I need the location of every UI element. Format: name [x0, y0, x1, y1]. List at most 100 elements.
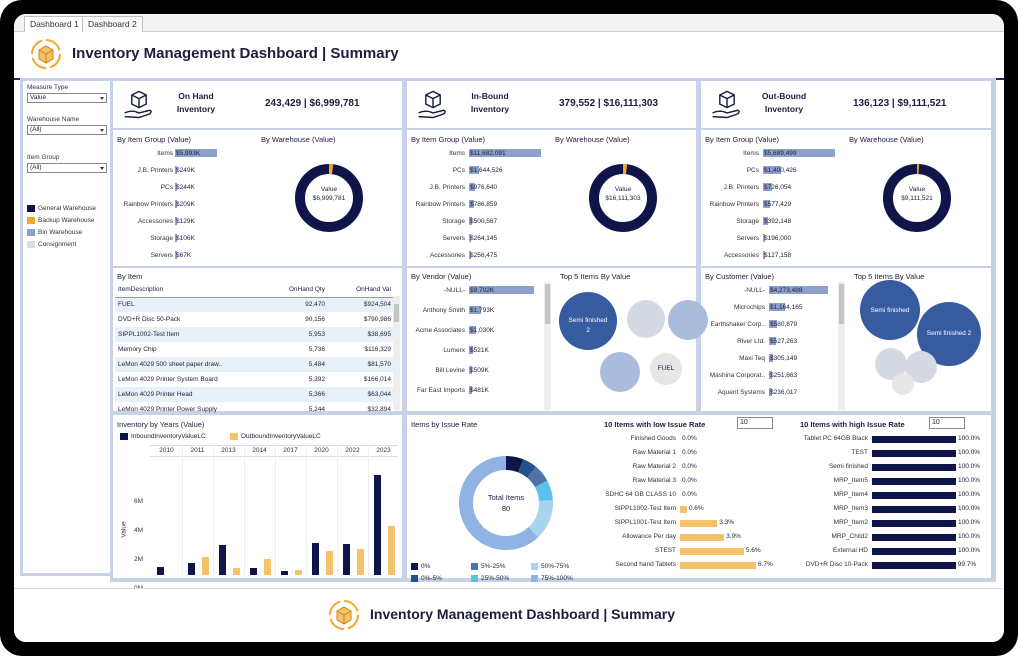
kpi-value: 243,429 | $6,999,781 [265, 98, 360, 109]
donut-accent [883, 164, 951, 232]
item-group-bar [469, 183, 475, 191]
kpi-label: In-Bound [471, 91, 509, 101]
donut-label: Value [908, 186, 926, 193]
item-group-value: $67K [176, 252, 192, 259]
low-issue-count-input[interactable]: 10 [737, 417, 773, 429]
item-group-value: $976,640 [470, 184, 498, 191]
item-group-value: $209K [176, 201, 195, 208]
item-group-bar [763, 166, 781, 174]
item-group-label: PCs [452, 167, 465, 174]
dashboard-screen: Dashboard 1 Dashboard 2 Inventory Manage… [14, 14, 1004, 642]
outbound-year-bar [326, 550, 333, 575]
table-cell: LeMon 4029 Printer System Board [118, 376, 218, 383]
vendor-scroll-thumb[interactable] [545, 284, 550, 324]
item-group-label: Items [743, 150, 759, 157]
legend-item: Bin Warehouse [27, 229, 82, 238]
kpi-divider [113, 128, 402, 130]
customer-scrollbar[interactable] [838, 282, 845, 410]
kpi-label: Inventory [470, 104, 510, 114]
kpi-label: On Hand [178, 91, 214, 101]
issue-legend-label: 75%-100% [541, 575, 573, 582]
table-header[interactable]: OnHand Val [327, 282, 394, 298]
item-group-value: $11,682,091 [470, 150, 506, 157]
customer-value: $236,017 [770, 389, 798, 396]
high-issue-value: 100.0% [958, 547, 981, 554]
title-row: Inventory Management Dashboard | Summary [14, 32, 1004, 80]
high-issue-value: 100.0% [958, 463, 981, 470]
kpi-label: Inventory [764, 104, 804, 114]
years-legend-label: InboundInventoryValueLC [131, 433, 206, 440]
outbound-box-icon [712, 90, 740, 119]
vendor-label: Bill Levine [435, 367, 465, 374]
tab-dashboard-1[interactable]: Dashboard 1 [24, 16, 85, 32]
item-group-label: Storage [736, 218, 759, 225]
issue-legend-label: 25%-50% [481, 575, 510, 582]
low-issue-label: Raw Material 1 [632, 449, 676, 456]
table-row[interactable]: DVD+R Disc 50-Pack 90,156 $790,986 [115, 312, 394, 327]
item-group-bar [175, 200, 177, 208]
item-group-bar [175, 183, 177, 191]
inbound-panel [407, 81, 696, 266]
table-row[interactable]: LeMon 4029 500 sheet paper draw.. 5,484 $8… [115, 357, 394, 372]
footer-title: Inventory Management Dashboard | Summary [370, 606, 675, 622]
item-group-value: $106K [176, 235, 195, 242]
donut-label: Value [320, 186, 338, 193]
top5-title: Top 5 Items By Value [560, 272, 631, 281]
high-issue-label: MRP_Item3 [833, 505, 868, 512]
high-issue-count-input[interactable]: 10 [929, 417, 965, 429]
item-group-label: Rainbow Printers [415, 201, 466, 208]
table-cell: $116,329 [364, 346, 391, 353]
year-gridline [306, 445, 307, 576]
table-scrollbar[interactable] [393, 296, 400, 410]
item-group-bar [175, 149, 217, 157]
year-label: 2017 [283, 447, 298, 454]
top5-bubble [600, 352, 640, 392]
low-issue-value: 0.6% [688, 505, 704, 512]
table-row[interactable]: Memory Chip 5,736 $116,329 [115, 342, 394, 357]
vendor-scrollbar[interactable] [544, 282, 551, 410]
table-row[interactable]: FUEL 92,470 $924,504 [115, 297, 394, 312]
issue-legend-swatch [471, 563, 478, 570]
customer-bar [769, 371, 773, 379]
high-issue-value: 100.0% [958, 449, 981, 456]
low-issue-value: 0.0% [682, 491, 697, 498]
item-group-select[interactable]: (All) [27, 163, 107, 173]
top5-title: Top 5 Items By Value [854, 272, 925, 281]
high-issue-bar [872, 506, 956, 513]
table-row[interactable]: LeMon 4029 Printer Head 5,366 $63,044 [115, 387, 394, 402]
outbound-year-bar [295, 569, 302, 575]
year-label: 2013 [221, 447, 236, 454]
y-tick-label: 6M [134, 498, 144, 505]
issue-rate-donut [459, 456, 553, 550]
year-gridline [368, 445, 369, 576]
legend-item: Consignment [27, 241, 76, 250]
customer-value: $4,273,488 [770, 287, 803, 294]
table-cell: FUEL [115, 297, 260, 312]
customer-scroll-thumb[interactable] [839, 284, 844, 324]
table-header[interactable]: OnHand Qty [260, 282, 328, 298]
legend-swatch [27, 205, 35, 212]
table-header[interactable]: ItemDescription [115, 282, 260, 298]
table-row[interactable]: LeMon 4029 Printer Power Supply 5,244 $32,… [115, 402, 394, 417]
customer-bar [769, 337, 777, 345]
tab-dashboard-2[interactable]: Dashboard 2 [82, 16, 143, 32]
table-row[interactable]: SIPPL1002-Test Item 5,953 $38,695 [115, 327, 394, 342]
box-logo-icon [329, 600, 359, 630]
table-row[interactable]: LeMon 4029 Printer System Board 5,392 $166… [115, 372, 394, 387]
issue-legend-swatch [531, 563, 538, 570]
issue-rate-title: Items by Issue Rate [411, 420, 478, 429]
customer-bar [769, 303, 785, 311]
high-issue-bar [872, 464, 956, 471]
measure-type-select[interactable]: Value [27, 93, 107, 103]
item-group-value: $256,475 [470, 252, 498, 259]
outbound-year-bar [264, 558, 271, 575]
low-issue-value: 0.0% [682, 463, 697, 470]
legend-label: Backup Warehouse [38, 217, 95, 225]
item-group-label: Accessories [429, 252, 465, 259]
item-group-label: Accessories [723, 252, 759, 259]
by-item-group-title: By Item Group (Value) [411, 135, 486, 144]
warehouse-name-select[interactable]: (All) [27, 125, 107, 135]
table-scroll-thumb[interactable] [394, 304, 399, 322]
donut-label: Value [614, 186, 632, 193]
inbound-year-bar [374, 474, 381, 575]
